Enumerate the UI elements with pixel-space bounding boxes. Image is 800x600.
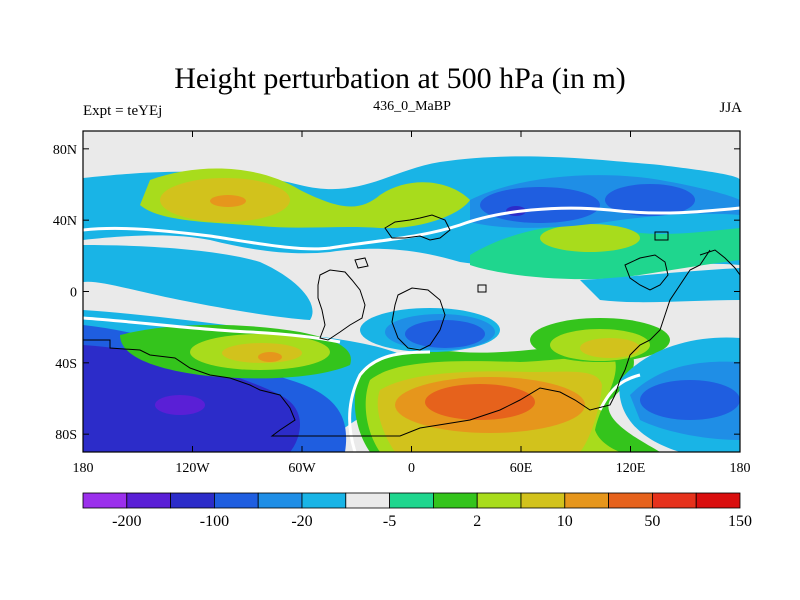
anomaly-eq-pacific-cyan	[83, 245, 313, 320]
coastline-micro-2	[654, 231, 669, 241]
anomaly-nh-eurasia-green	[470, 225, 740, 280]
coastline-east-terrane	[699, 249, 740, 276]
colorbar-swatch	[564, 492, 609, 509]
anomaly-sh-indian-red	[425, 384, 535, 420]
x-tick-label: 120W	[175, 461, 210, 476]
colorbar-swatch	[608, 492, 653, 509]
zero-contour-pac	[83, 316, 341, 344]
map-area	[83, 131, 740, 452]
y-tick-label: 80N	[53, 143, 77, 158]
y-tick-label: 40N	[53, 214, 77, 229]
coastline-baltica	[477, 284, 487, 293]
anomaly-sh-pac-yellow	[222, 343, 302, 363]
colorbar-swatch	[432, 492, 478, 509]
coastline-south-america	[317, 269, 366, 341]
x-tick-label: 120E	[616, 461, 646, 476]
time-label: 436_0_MaBP	[373, 99, 451, 114]
colorbar-label: 150	[728, 513, 752, 530]
colorbar: -200 -100 -20 -5 2 10 50 150	[82, 492, 752, 530]
anomaly-nh-asia-lime	[540, 224, 640, 252]
colorbar-swatch	[476, 492, 522, 509]
x-tick-label: 60E	[510, 461, 533, 476]
colorbar-label: -200	[112, 513, 141, 530]
season-label: JJA	[719, 100, 742, 116]
colorbar-label: -20	[291, 513, 312, 530]
anomaly-sh-violet	[155, 395, 205, 415]
colorbar-label: 10	[557, 513, 573, 530]
colorbar-swatch	[520, 492, 566, 509]
x-axis: 180 120W 60W 0 60E 120E 180	[73, 131, 751, 476]
experiment-label: Expt = teYEj	[83, 103, 163, 119]
y-axis: 80N 40N 0 40S 80S	[53, 143, 740, 443]
colorbar-label: 50	[644, 513, 660, 530]
colorbar-swatch	[652, 492, 697, 509]
x-tick-label: 60W	[288, 461, 316, 476]
colorbar-swatch	[170, 492, 215, 509]
colorbar-label: -100	[200, 513, 229, 530]
coastline-laurentia	[384, 214, 451, 241]
coastline-siberia	[624, 254, 669, 291]
y-tick-label: 40S	[55, 357, 77, 372]
coastlines	[83, 214, 740, 437]
anomaly-nh-blue-core2	[605, 184, 695, 216]
anomaly-nh-blue-core	[480, 187, 600, 223]
x-tick-label: 180	[730, 461, 751, 476]
colorbar-swatch	[82, 492, 128, 509]
colorbar-swatch	[345, 492, 390, 509]
colorbar-label: 2	[473, 513, 481, 530]
y-tick-label: 80S	[55, 428, 77, 443]
colorbar-swatch	[213, 492, 259, 509]
coastline-micro-1	[354, 257, 369, 269]
coastline-africa	[391, 287, 446, 351]
colorbar-swatch	[695, 492, 741, 509]
zero-contour-sh	[348, 350, 641, 452]
x-tick-label: 0	[408, 461, 415, 476]
chart-title: Height perturbation at 500 hPa (in m)	[174, 62, 626, 95]
anomaly-sh-pac-orange	[258, 352, 282, 362]
coastline-gondwana-south	[83, 249, 711, 437]
colorbar-swatch	[257, 492, 303, 509]
x-tick-label: 180	[73, 461, 94, 476]
colorbar-swatch	[301, 492, 347, 509]
anomaly-sh-epac-core	[640, 380, 740, 420]
colorbar-swatch	[389, 492, 434, 509]
anomaly-sh-atlantic-core	[405, 320, 485, 348]
y-tick-label: 0	[70, 286, 77, 301]
anomaly-sh-aus-yellow	[580, 338, 640, 358]
colorbar-swatch	[126, 492, 172, 509]
colorbar-label: -5	[383, 513, 396, 530]
anomaly-nh-orange	[210, 195, 246, 207]
